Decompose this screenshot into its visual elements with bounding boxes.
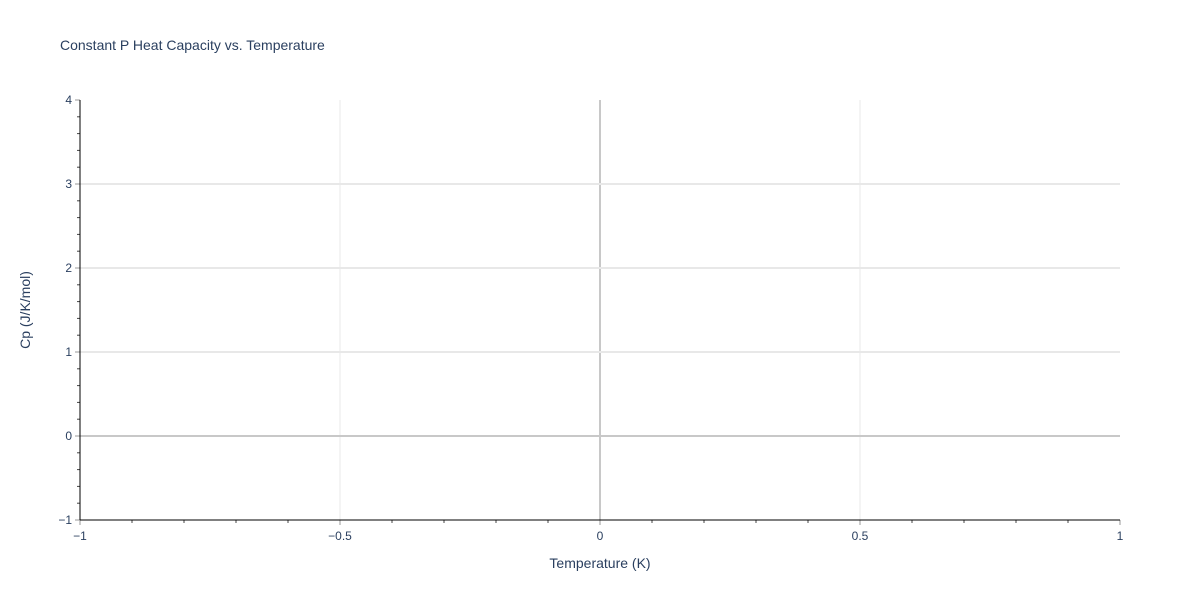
y-tick-label: 0 (65, 429, 72, 443)
x-tick-label: 0 (597, 529, 604, 543)
y-tick-label: 2 (65, 261, 72, 275)
x-axis-label: Temperature (K) (549, 555, 650, 571)
y-tick-label: 4 (65, 93, 72, 107)
tick-labels: −1 −0.5 0 0.5 1 −1 0 1 2 3 4 (58, 93, 1123, 543)
x-tick-label: −0.5 (328, 529, 352, 543)
x-tick-label: 1 (1117, 529, 1124, 543)
y-tick-label: 1 (65, 345, 72, 359)
y-tick-label: −1 (58, 513, 72, 527)
chart-title: Constant P Heat Capacity vs. Temperature (60, 37, 325, 53)
y-tick-label: 3 (65, 177, 72, 191)
x-tick-label: 0.5 (852, 529, 869, 543)
x-tick-label: −1 (73, 529, 87, 543)
gridlines (80, 100, 1120, 520)
y-axis-label: Cp (J/K/mol) (17, 271, 33, 349)
axes (75, 99, 1121, 525)
